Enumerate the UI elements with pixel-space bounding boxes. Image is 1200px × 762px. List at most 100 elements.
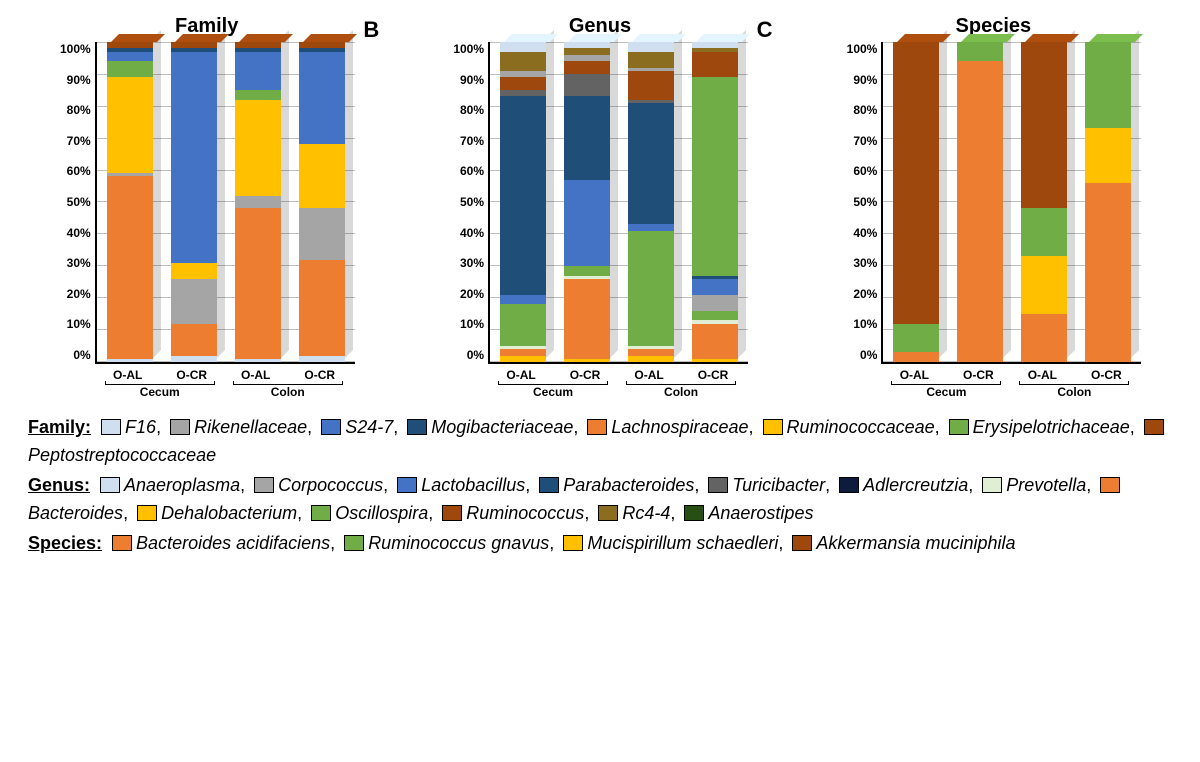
stacked-bar xyxy=(628,42,674,362)
stacked-bar xyxy=(500,42,546,362)
legend-swatch xyxy=(1100,477,1120,493)
x-tick-label: O-CR xyxy=(297,368,343,382)
legend-swatch xyxy=(112,535,132,551)
legend-label: Rc4-4 xyxy=(622,503,675,523)
panel-c-letter: C xyxy=(757,17,773,43)
legend-label: Anaerostipes xyxy=(708,503,813,523)
legend-label: Akkermansia muciniphila xyxy=(816,533,1015,553)
x-tick-label: O-CR xyxy=(169,368,215,382)
x-axis-c: O-AL O-CR O-AL O-CR xyxy=(881,368,1141,382)
x-group-label: Cecum xyxy=(891,384,1001,399)
legend-swatch xyxy=(598,505,618,521)
x-tick-label: O-AL xyxy=(891,368,937,382)
legend-swatch xyxy=(321,419,341,435)
legend-swatch xyxy=(137,505,157,521)
legend-label: Lactobacillus xyxy=(421,475,530,495)
legend-swatch xyxy=(442,505,462,521)
legend-label: Oscillospira xyxy=(335,503,433,523)
stacked-bar xyxy=(235,42,281,362)
stacked-bar xyxy=(1021,42,1067,362)
panel-b-letter: B xyxy=(363,17,379,43)
legend-label: Lachnospiraceae xyxy=(611,417,753,437)
x-tick-label: O-CR xyxy=(1083,368,1129,382)
legend-category: Species: xyxy=(28,533,102,553)
legend-label: Prevotella xyxy=(1006,475,1091,495)
y-axis-c: 100%90%80%70%60%50%40%30%20%10%0% xyxy=(847,42,882,362)
legend-swatch xyxy=(587,419,607,435)
stacked-bar xyxy=(893,42,939,362)
legend-row-genus: Genus: Anaeroplasma Corpococcus Lactobaci… xyxy=(28,472,1172,528)
stacked-bar xyxy=(692,42,738,362)
legend-label: Adlercreutzia xyxy=(863,475,973,495)
x-tick-label: O-AL xyxy=(233,368,279,382)
x-group-label: Cecum xyxy=(498,384,608,399)
legend-label: Bacteroides xyxy=(28,503,128,523)
legend-label: Turicibacter xyxy=(732,475,830,495)
legend-swatch xyxy=(763,419,783,435)
legend: Family: F16 Rikenellaceae S24-7 Mogibacte… xyxy=(20,414,1180,557)
x-group-label: Colon xyxy=(233,384,343,399)
legend-category: Family: xyxy=(28,417,91,437)
legend-swatch xyxy=(344,535,364,551)
legend-swatch xyxy=(792,535,812,551)
stacked-bar xyxy=(1085,42,1131,362)
plot-c xyxy=(881,42,1141,364)
legend-label: Ruminococcus xyxy=(466,503,589,523)
legend-label: Dehalobacterium xyxy=(161,503,302,523)
legend-label: Parabacteroides xyxy=(563,475,699,495)
legend-label: Mogibacteriaceae xyxy=(431,417,578,437)
legend-label: Rikenellaceae xyxy=(194,417,312,437)
x-tick-label: O-AL xyxy=(105,368,151,382)
legend-swatch xyxy=(100,477,120,493)
legend-label: Corpococcus xyxy=(278,475,388,495)
legend-swatch xyxy=(311,505,331,521)
x-tick-label: O-CR xyxy=(562,368,608,382)
stacked-bar xyxy=(107,42,153,362)
legend-swatch xyxy=(839,477,859,493)
x-group-label: Colon xyxy=(626,384,736,399)
legend-label: Ruminococcaceae xyxy=(787,417,940,437)
legend-label: Mucispirillum schaedleri xyxy=(587,533,783,553)
x-tick-label: O-AL xyxy=(498,368,544,382)
x-tick-label: O-AL xyxy=(626,368,672,382)
stacked-bar xyxy=(957,42,1003,362)
x-group-label: Cecum xyxy=(105,384,215,399)
legend-swatch xyxy=(708,477,728,493)
y-axis-b: 100%90%80%70%60%50%40%30%20%10%0% xyxy=(453,42,488,362)
plot-b xyxy=(488,42,748,364)
legend-swatch xyxy=(397,477,417,493)
legend-label: S24-7 xyxy=(345,417,398,437)
legend-label: Bacteroides acidifaciens xyxy=(136,533,335,553)
x-group-label: Colon xyxy=(1019,384,1129,399)
x-axis-a: O-AL O-CR O-AL O-CR xyxy=(95,368,355,382)
x-tick-label: O-CR xyxy=(690,368,736,382)
legend-swatch xyxy=(684,505,704,521)
panel-a: Family A Relative abundance (%) 100%90%8… xyxy=(20,15,393,399)
legend-label: Anaeroplasma xyxy=(124,475,245,495)
legend-swatch xyxy=(539,477,559,493)
legend-category: Genus: xyxy=(28,475,90,495)
x-groups-c: Cecum Colon xyxy=(881,384,1141,399)
legend-label: F16 xyxy=(125,417,161,437)
legend-swatch xyxy=(170,419,190,435)
plot-a xyxy=(95,42,355,364)
legend-swatch xyxy=(254,477,274,493)
legend-swatch xyxy=(982,477,1002,493)
panel-b: Genus B Relative abundance (%) 100%90%80… xyxy=(413,15,786,399)
legend-row-family: Family: F16 Rikenellaceae S24-7 Mogibacte… xyxy=(28,414,1172,470)
stacked-bar xyxy=(564,42,610,362)
x-groups-a: Cecum Colon xyxy=(95,384,355,399)
legend-swatch xyxy=(407,419,427,435)
y-axis-a: 100%90%80%70%60%50%40%30%20%10%0% xyxy=(60,42,95,362)
legend-swatch xyxy=(1144,419,1164,435)
panel-c: Species C Relative abundance (%) 100%90%… xyxy=(807,15,1180,399)
legend-label: Erysipelotrichaceae xyxy=(973,417,1135,437)
legend-label: Peptostreptococcaceae xyxy=(28,445,216,465)
stacked-bar xyxy=(171,42,217,362)
x-tick-label: O-AL xyxy=(1019,368,1065,382)
x-groups-b: Cecum Colon xyxy=(488,384,748,399)
legend-swatch xyxy=(101,419,121,435)
stacked-bar xyxy=(299,42,345,362)
legend-swatch xyxy=(949,419,969,435)
x-tick-label: O-CR xyxy=(955,368,1001,382)
